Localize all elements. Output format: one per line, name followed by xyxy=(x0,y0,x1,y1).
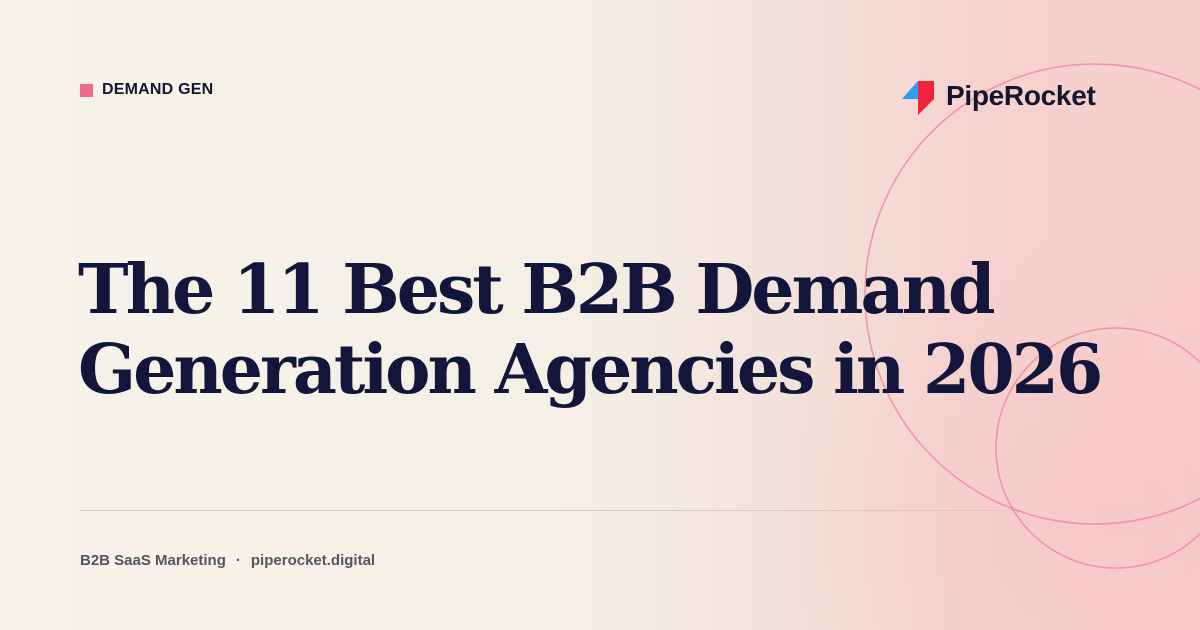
brand-name: PipeRocket xyxy=(946,80,1096,111)
small-ring xyxy=(995,327,1200,569)
piperocket-logo-icon xyxy=(902,81,934,115)
large-ring xyxy=(864,63,1200,525)
tag-square-icon xyxy=(80,83,93,97)
headline: The 11 Best B2B Demand Generation Agenci… xyxy=(78,250,1103,410)
footer-separator: · xyxy=(235,551,241,569)
footer-category: B2B SaaS Marketing xyxy=(80,551,226,569)
footer-site: piperocket.digital xyxy=(250,551,376,569)
headline-line-2: Generation Agencies in 2026 xyxy=(78,330,1103,410)
divider xyxy=(80,510,1020,511)
brand-logo: PipeRocket xyxy=(900,76,1096,116)
headline-line-1: The 11 Best B2B Demand xyxy=(78,250,996,330)
footer: B2B SaaS Marketing · piperocket.digital xyxy=(80,550,375,570)
category-tag: DEMAND GEN xyxy=(80,80,213,100)
category-label: DEMAND GEN xyxy=(102,81,214,98)
